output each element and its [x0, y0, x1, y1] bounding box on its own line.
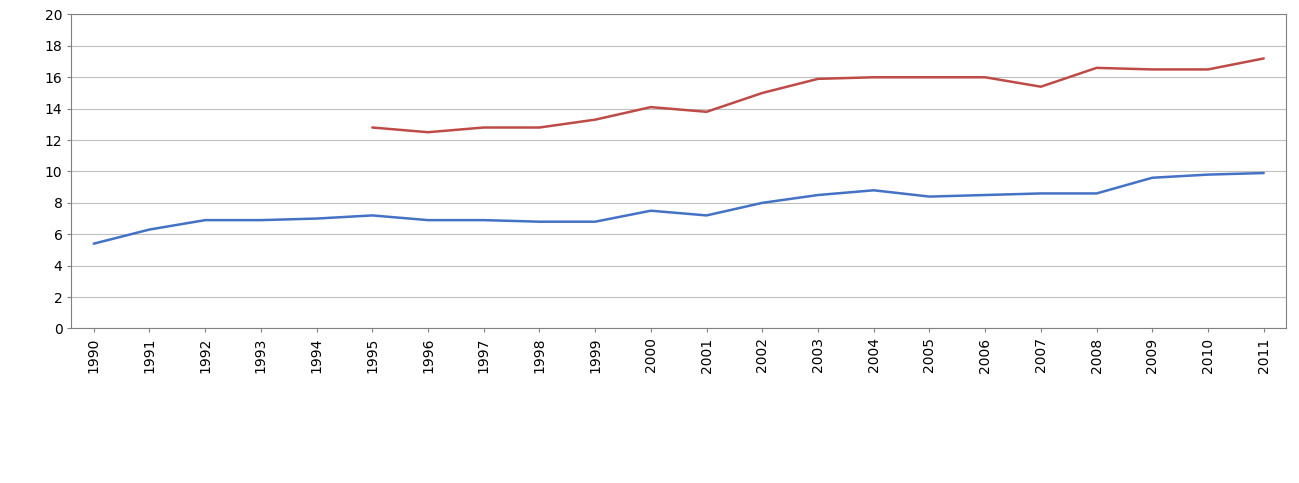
- Werkgeverslasten (% BBP): [1089, 190, 1104, 196]
- Werkgeverslasten (% BBP): [1144, 175, 1160, 181]
- Totale lasten op arbeid (% BBP): [643, 104, 659, 110]
- Totale lasten op arbeid (% BBP): [365, 125, 381, 130]
- Totale lasten op arbeid (% BBP): [1089, 65, 1104, 71]
- Werkgeverslasten (% BBP): [475, 217, 491, 223]
- Totale lasten op arbeid (% BBP): [1033, 84, 1048, 89]
- Werkgeverslasten (% BBP): [977, 192, 992, 198]
- Totale lasten op arbeid (% BBP): [1144, 67, 1160, 72]
- Werkgeverslasten (% BBP): [142, 227, 157, 232]
- Werkgeverslasten (% BBP): [253, 217, 269, 223]
- Werkgeverslasten (% BBP): [699, 213, 714, 218]
- Werkgeverslasten (% BBP): [531, 219, 547, 225]
- Werkgeverslasten (% BBP): [420, 217, 435, 223]
- Line: Totale lasten op arbeid (% BBP): Totale lasten op arbeid (% BBP): [373, 58, 1264, 132]
- Totale lasten op arbeid (% BBP): [475, 125, 491, 130]
- Line: Werkgeverslasten (% BBP): Werkgeverslasten (% BBP): [94, 173, 1264, 243]
- Legend: Werkgeverslasten (% BBP), Totale lasten op arbeid (% BBP): Werkgeverslasten (% BBP), Totale lasten …: [394, 477, 964, 483]
- Werkgeverslasten (% BBP): [587, 219, 603, 225]
- Werkgeverslasten (% BBP): [811, 192, 826, 198]
- Werkgeverslasten (% BBP): [1256, 170, 1272, 176]
- Totale lasten op arbeid (% BBP): [420, 129, 435, 135]
- Totale lasten op arbeid (% BBP): [1200, 67, 1216, 72]
- Totale lasten op arbeid (% BBP): [531, 125, 547, 130]
- Werkgeverslasten (% BBP): [922, 194, 938, 199]
- Totale lasten op arbeid (% BBP): [922, 74, 938, 80]
- Werkgeverslasten (% BBP): [866, 187, 882, 193]
- Totale lasten op arbeid (% BBP): [699, 109, 714, 114]
- Werkgeverslasten (% BBP): [643, 208, 659, 213]
- Werkgeverslasten (% BBP): [86, 241, 101, 246]
- Werkgeverslasten (% BBP): [309, 215, 325, 221]
- Totale lasten op arbeid (% BBP): [866, 74, 882, 80]
- Werkgeverslasten (% BBP): [1033, 190, 1048, 196]
- Totale lasten op arbeid (% BBP): [587, 117, 603, 123]
- Werkgeverslasten (% BBP): [197, 217, 213, 223]
- Werkgeverslasten (% BBP): [1200, 171, 1216, 177]
- Werkgeverslasten (% BBP): [755, 200, 770, 206]
- Totale lasten op arbeid (% BBP): [977, 74, 992, 80]
- Totale lasten op arbeid (% BBP): [755, 90, 770, 96]
- Werkgeverslasten (% BBP): [365, 213, 381, 218]
- Totale lasten op arbeid (% BBP): [811, 76, 826, 82]
- Totale lasten op arbeid (% BBP): [1256, 56, 1272, 61]
